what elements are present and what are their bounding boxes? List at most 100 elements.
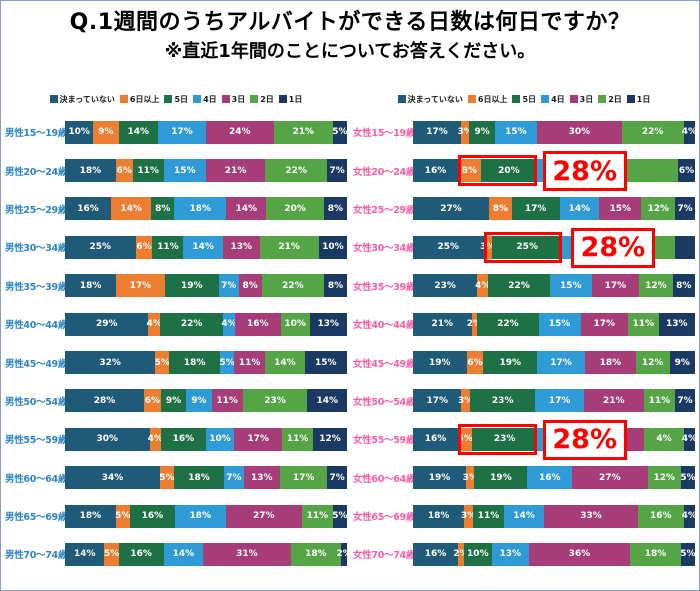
bar-segment: 5% bbox=[332, 120, 348, 144]
bar-segment: 33% bbox=[544, 504, 638, 528]
stacked-bar: 17% 3% 9% 15% 30% 22% 4% bbox=[413, 120, 697, 144]
stacked-bar: 28% 6% 9% 9% 11% 23% 14% bbox=[65, 389, 347, 413]
bar-segment bbox=[618, 159, 679, 183]
bar-segment: 30% bbox=[537, 120, 622, 144]
bar-segment bbox=[675, 235, 695, 259]
bar-segment: 22% bbox=[488, 274, 550, 298]
bar-segment: 4% bbox=[644, 427, 684, 451]
legend-label: 4日 bbox=[551, 94, 565, 104]
bar-segment: 18% bbox=[173, 466, 225, 490]
legend-label: 2日 bbox=[260, 94, 274, 104]
legend-swatch bbox=[119, 95, 128, 103]
chart-row: 男性55～59歳 30% 4% 16% 10% 17% 11% 12% bbox=[5, 420, 347, 458]
legend-item: 1日 bbox=[626, 94, 650, 105]
legend-swatch bbox=[598, 95, 607, 103]
bar-segment: 16% bbox=[65, 197, 112, 221]
bar-segment: 18% bbox=[65, 159, 116, 183]
chart-row: 女性20～24歳 16% 8% 20% 6% 28% bbox=[353, 151, 695, 192]
bar-segment: 14% bbox=[307, 389, 347, 413]
row-label: 女性60～64歳 bbox=[353, 473, 416, 485]
bar-segment: 4% bbox=[148, 427, 163, 451]
stacked-bar: 25% 6% 11% 14% 13% 21% 10% bbox=[65, 235, 347, 259]
bar-segment: 3% bbox=[463, 466, 478, 490]
bar-segment: 11% bbox=[132, 159, 164, 183]
stacked-bar: 18% 6% 11% 15% 21% 22% 7% bbox=[65, 159, 347, 183]
legend-swatch bbox=[193, 95, 202, 103]
chart-row: 女性60～64歳 19% 3% 19% 16% 27% 12% 5% bbox=[353, 459, 696, 497]
chart-row: 男性65～69歳 18% 5% 16% 18% 27% 11% 5% bbox=[5, 497, 348, 535]
stacked-bar: 14% 5% 16% 14% 31% 18% 2% bbox=[65, 542, 352, 566]
bar-segment: 17% bbox=[537, 351, 585, 375]
row-label: 男性35～39歳 bbox=[5, 281, 68, 293]
bar-segment: 16% bbox=[638, 504, 684, 528]
legend-label: 決まっていない bbox=[407, 94, 463, 104]
bar-segment: 4% bbox=[682, 427, 697, 451]
bar-segment: 7% bbox=[327, 466, 347, 490]
stacked-bar: 18% 17% 19% 7% 8% 22% 8% bbox=[65, 274, 347, 298]
bar-segment: 3% bbox=[458, 120, 473, 144]
bar-segment: 5% bbox=[680, 466, 696, 490]
bar-segment: 7% bbox=[675, 197, 695, 221]
bar-segment: 11% bbox=[282, 427, 314, 451]
chart-row: 男性20～24歳 18% 6% 11% 15% 21% 22% 7% bbox=[5, 151, 347, 189]
bar-segment: 3% bbox=[461, 504, 476, 528]
female-chart: 決まっていない 6日以上 5日 4日 3日 2日 1日 女性15～19歳 17% 3% 9% 15%… bbox=[353, 93, 697, 574]
bar-segment: 17% bbox=[234, 427, 283, 451]
legend-item: 2日 bbox=[250, 94, 274, 105]
row-label: 男性60～64歳 bbox=[5, 473, 68, 485]
legend-swatch bbox=[221, 95, 230, 103]
chart-row: 男性50～54歳 28% 6% 9% 9% 11% 23% 14% bbox=[5, 382, 347, 420]
bar-segment: 17% bbox=[591, 274, 640, 298]
legend-item: 3日 bbox=[221, 94, 246, 105]
legend-swatch bbox=[467, 95, 476, 103]
row-label: 男性15～19歳 bbox=[5, 128, 68, 140]
chart-row: 女性70～74歳 16% 2% 10% 13% 36% 18% 5% bbox=[353, 535, 696, 573]
bar-segment: 18% bbox=[169, 351, 221, 375]
bar-segment: 27% bbox=[413, 197, 490, 221]
bar-segment: 8% bbox=[151, 197, 175, 221]
chart-row: 女性65～69歳 18% 3% 11% 14% 33% 16% 4% bbox=[353, 497, 697, 535]
bar-segment: 3% bbox=[458, 389, 473, 413]
bar-segment: 11% bbox=[152, 235, 184, 259]
bar-segment: 15% bbox=[538, 312, 581, 336]
bar-segment: 19% bbox=[164, 274, 219, 298]
annotation-callout: 28% bbox=[542, 419, 627, 460]
bar-segment: 25% bbox=[491, 235, 563, 259]
row-label: 女性25～29歳 bbox=[353, 204, 416, 216]
rows: 女性15～19歳 17% 3% 9% 15% 30% 22% 4% 女性20～24歳 16% 8% 2… bbox=[353, 113, 697, 574]
legend-item: 2日 bbox=[598, 94, 622, 105]
bar-segment: 14% bbox=[559, 197, 600, 221]
bar-segment: 9% bbox=[93, 120, 119, 144]
bar-segment: 14% bbox=[118, 120, 159, 144]
bar-segment: 19% bbox=[474, 466, 528, 490]
legend-item: 3日 bbox=[569, 94, 593, 105]
bar-segment: 14% bbox=[163, 542, 204, 566]
bar-segment: 36% bbox=[528, 542, 631, 566]
legend-label: 決まっていない bbox=[59, 94, 115, 104]
row-label: 女性30～34歳 bbox=[353, 243, 416, 255]
bar-segment: 17% bbox=[116, 274, 165, 298]
bar-segment: 13% bbox=[243, 466, 280, 490]
bar-segment: 29% bbox=[65, 312, 149, 336]
stacked-bar: 29% 4% 22% 4% 16% 10% 13% bbox=[65, 312, 347, 336]
bar-segment: 13% bbox=[658, 312, 695, 336]
bar-segment: 16% bbox=[413, 159, 459, 183]
legend-swatch bbox=[250, 95, 259, 103]
bar-segment: 16% bbox=[527, 466, 573, 490]
legend-label: 3日 bbox=[231, 94, 246, 104]
bar-segment: 30% bbox=[65, 427, 150, 451]
legend-label: 1日 bbox=[288, 94, 303, 104]
bar-segment: 21% bbox=[205, 159, 266, 183]
row-label: 女性40～44歳 bbox=[353, 320, 416, 332]
chart-row: 男性60～64歳 34% 5% 18% 7% 13% 17% 7% bbox=[5, 459, 347, 497]
legend-item: 4日 bbox=[193, 94, 217, 105]
bar-segment: 16% bbox=[118, 542, 164, 566]
bar-segment: 23% bbox=[413, 274, 478, 298]
bar-segment: 14% bbox=[226, 197, 267, 221]
bar-segment: 9% bbox=[669, 351, 695, 375]
bar-segment: 18% bbox=[174, 197, 227, 221]
bar-segment: 10% bbox=[280, 312, 310, 336]
chart-row: 男性30～34歳 25% 6% 11% 14% 13% 21% 10% bbox=[5, 228, 347, 266]
legend-swatch bbox=[541, 95, 550, 103]
